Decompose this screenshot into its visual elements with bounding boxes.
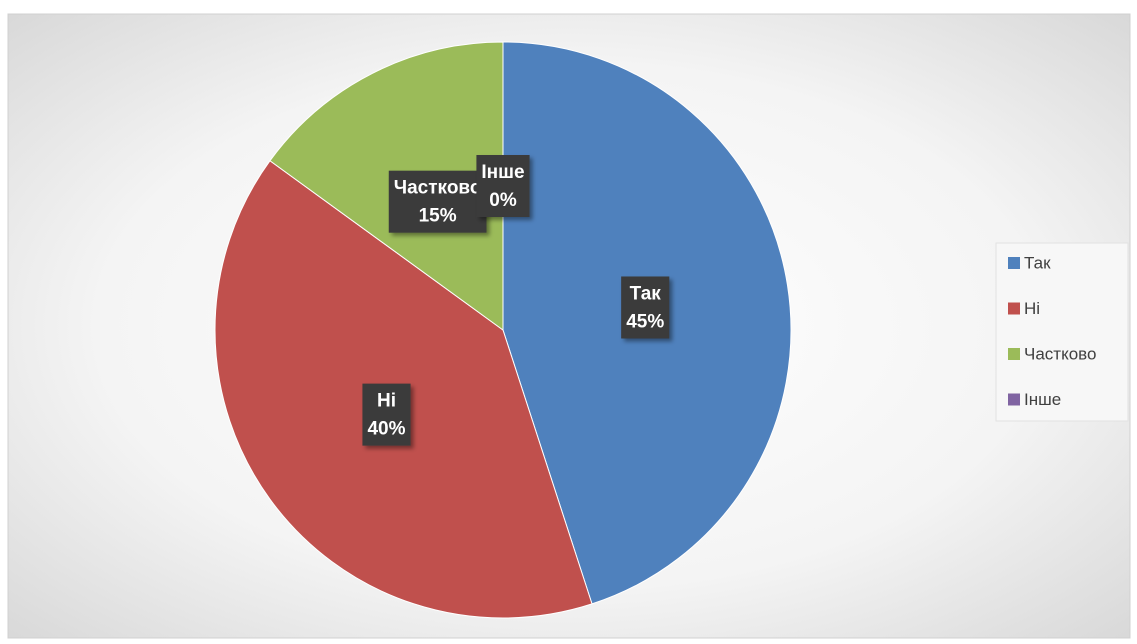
data-label: Ні 40% [362, 383, 411, 446]
data-label-value: 45% [626, 311, 664, 332]
legend-swatch [1008, 302, 1020, 315]
data-label-box [362, 383, 411, 446]
legend-box [995, 242, 1129, 422]
legend-swatch [1008, 348, 1020, 360]
data-label: Так 45% [621, 276, 670, 339]
data-label-value: 15% [419, 206, 457, 227]
legend-label: Ні [1024, 299, 1040, 318]
data-label-name: Ні [377, 391, 396, 412]
data-label: Інше 0% [476, 155, 530, 217]
legend-label: Частково [1024, 344, 1096, 363]
legend-swatch [1008, 257, 1020, 269]
data-label-box [476, 155, 530, 217]
data-label: Частково 15% [388, 170, 487, 233]
data-label-box [388, 170, 487, 233]
data-label-name: Частково [394, 178, 482, 199]
legend-swatch [1008, 393, 1020, 406]
legend-label: Інше [1024, 390, 1061, 409]
data-label-name: Так [630, 283, 662, 304]
data-label-value: 40% [367, 419, 405, 440]
data-label-name: Інше [481, 162, 524, 183]
legend-label: Так [1024, 253, 1051, 272]
pie-slice [269, 41, 504, 331]
data-label-box [621, 276, 670, 339]
data-label-value: 0% [489, 190, 517, 211]
